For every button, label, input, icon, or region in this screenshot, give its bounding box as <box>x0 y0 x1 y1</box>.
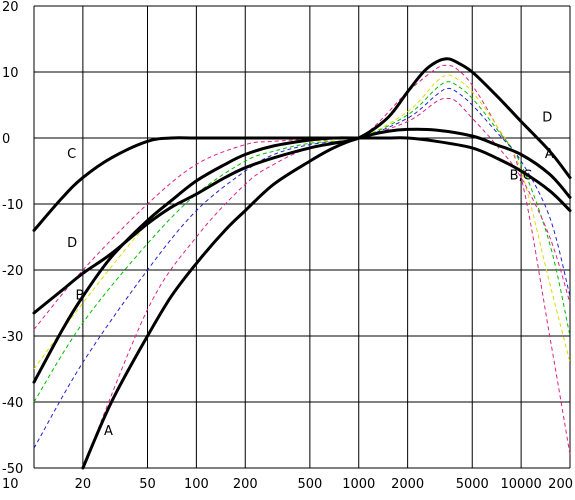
y-tick-label: -50 <box>2 462 23 477</box>
curve-label: C <box>67 147 76 162</box>
x-tick-label: 500 <box>297 477 322 492</box>
dashed-curves <box>33 64 571 469</box>
series-line-b <box>32 136 361 384</box>
solid-curves <box>32 57 572 470</box>
series-line-b-c <box>357 136 572 213</box>
tick-labels: 10 20 50 100 200 500 1000 2000 5000 10000 200-50-4… <box>2 0 573 492</box>
y-tick-label: -10 <box>2 198 23 213</box>
x-tick-label: 2000 <box>391 477 424 492</box>
series-line-d <box>32 57 572 315</box>
x-tick-label: 10 <box>2 477 19 492</box>
dashed-curve-9 <box>33 87 571 449</box>
x-tick-label: 200 <box>233 477 258 492</box>
curve-label: B,C <box>510 169 532 184</box>
y-tick-label: -20 <box>2 264 23 279</box>
curve-label: D <box>542 111 552 126</box>
y-tick-label: -30 <box>2 330 23 345</box>
x-tick-label: 100 <box>184 477 209 492</box>
curve-label: B <box>75 289 84 304</box>
y-tick-label: 20 <box>2 0 19 15</box>
series-line-c <box>32 136 361 232</box>
curve-label: D <box>67 236 77 251</box>
curve-label: A <box>545 147 554 162</box>
curve-label: A <box>104 424 113 439</box>
dashed-curve-8 <box>33 81 571 403</box>
x-tick-label: 10000 <box>500 477 541 492</box>
y-tick-label: 0 <box>2 132 10 147</box>
curve-labels: C D B A D A B,C <box>67 111 554 440</box>
y-tick-label: -40 <box>2 396 23 411</box>
x-tick-label: 50 <box>139 477 156 492</box>
x-tick-label: 200 <box>548 477 573 492</box>
dashed-curve-6 <box>33 64 571 455</box>
dashed-curve-10 <box>82 97 571 469</box>
series-line-a <box>81 127 572 470</box>
y-tick-label: 10 <box>2 66 19 81</box>
x-tick-label: 20 <box>75 477 92 492</box>
x-tick-label: 5000 <box>456 477 489 492</box>
x-tick-label: 1000 <box>342 477 375 492</box>
